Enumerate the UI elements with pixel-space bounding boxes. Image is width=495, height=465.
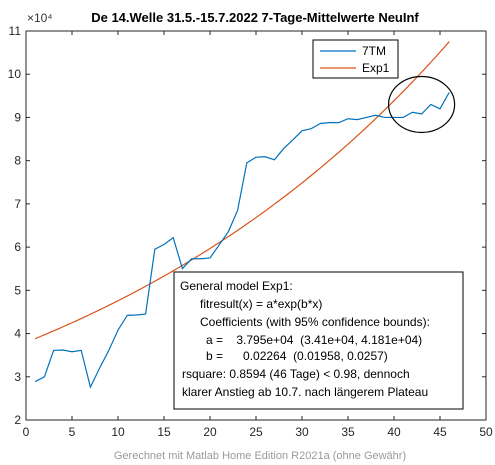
x-tick-label: 10 <box>111 425 125 439</box>
y-tick-label: 3 <box>14 370 21 384</box>
footer-note: Gerechnet mit Matlab Home Edition R2021a… <box>114 450 406 462</box>
x-tick-label: 25 <box>249 425 263 439</box>
y-tick-label: 11 <box>9 24 22 38</box>
fit-line-7: klarer Anstieg ab 10.7. nach längerem Pl… <box>182 385 428 399</box>
y-tick-label: 6 <box>14 240 21 254</box>
x-tick-label: 20 <box>203 425 217 439</box>
fit-line-1: General model Exp1: <box>180 279 293 293</box>
fit-line-4: a = 3.795e+04 (3.41e+04, 4.181e+04) <box>206 333 422 347</box>
y-tick-label: 10 <box>8 67 22 81</box>
legend: 7TM Exp1 <box>312 39 399 79</box>
fit-line-2: fitresult(x) = a*exp(b*x) <box>200 297 322 311</box>
y-tick-label: 8 <box>14 154 21 168</box>
legend-label-exp1: Exp1 <box>362 61 390 75</box>
legend-label-7tm: 7TM <box>362 44 386 58</box>
x-tick-label: 50 <box>479 425 493 439</box>
series-line-7tm <box>34 92 450 389</box>
x-tick-label: 15 <box>157 425 171 439</box>
x-tick-label: 5 <box>69 425 76 439</box>
x-tick-label: 45 <box>433 425 447 439</box>
y-tick-label: 2 <box>14 413 21 427</box>
highlight-ellipse <box>388 75 456 134</box>
y-tick-label: 9 <box>14 110 21 124</box>
y-exponent-label: ×10⁴ <box>27 11 53 25</box>
chart-title: De 14.Welle 31.5.-15.7.2022 7-Tage-Mitte… <box>91 10 419 25</box>
series-line-exp1 <box>34 41 450 340</box>
x-tick-label: 35 <box>341 425 355 439</box>
x-tick-label: 0 <box>23 425 30 439</box>
fit-line-6: rsquare: 0.8594 (46 Tage) < 0.98, dennoc… <box>182 367 410 381</box>
x-tick-label: 40 <box>387 425 401 439</box>
y-tick-label: 5 <box>14 283 21 297</box>
y-tick-label: 7 <box>14 197 21 211</box>
fit-line-5: b = 0.02264 (0.01958, 0.0257) <box>206 349 388 363</box>
x-tick-label: 30 <box>295 425 309 439</box>
fit-annotation-box: General model Exp1: fitresult(x) = a*exp… <box>173 271 464 410</box>
y-tick-label: 4 <box>14 327 21 341</box>
fit-line-3: Coefficients (with 95% confidence bounds… <box>200 315 430 329</box>
